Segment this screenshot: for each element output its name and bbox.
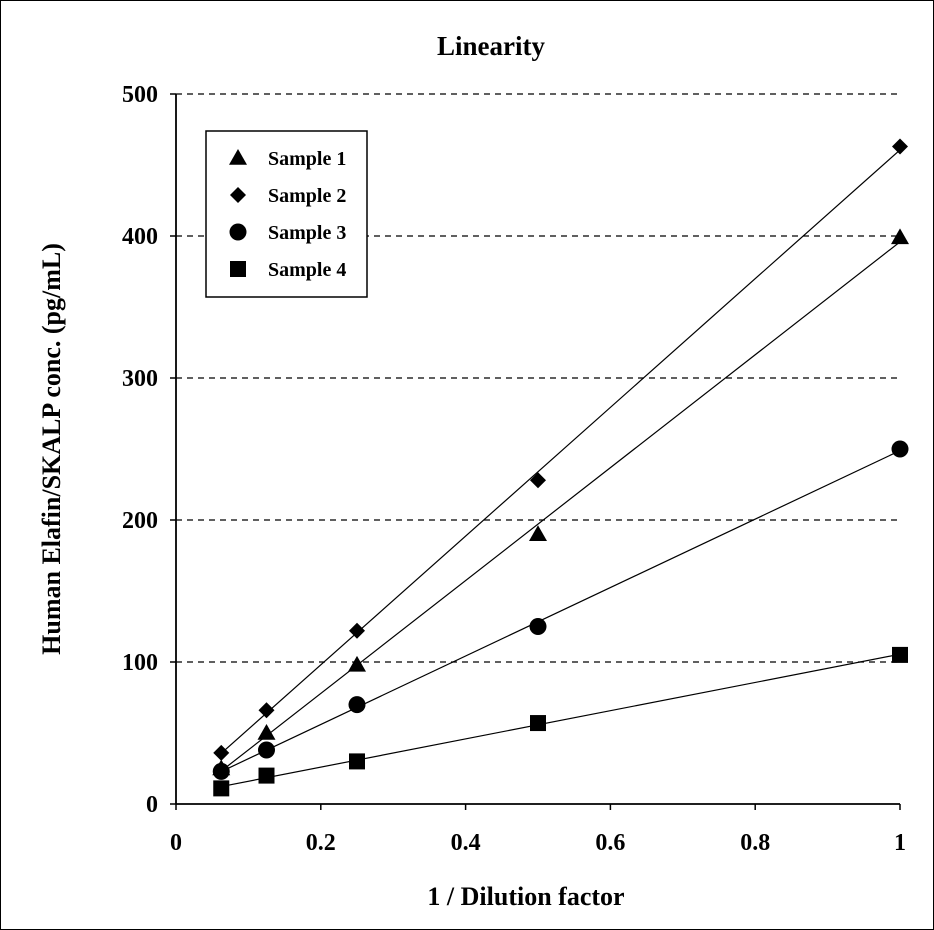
data-point-sample-4 <box>349 753 365 770</box>
y-tick-label: 400 <box>122 224 158 250</box>
legend-marker-1 <box>229 149 247 165</box>
data-point-sample-4 <box>258 767 275 784</box>
data-point-sample-1 <box>891 228 909 245</box>
data-point-sample-1 <box>529 525 547 541</box>
data-point-sample-4 <box>213 780 230 797</box>
data-point-sample-1 <box>348 655 366 672</box>
y-tick-label: 500 <box>122 82 158 108</box>
axes <box>170 93 901 810</box>
legend-label-1: Sample 1 <box>268 148 346 170</box>
data-point-sample-2 <box>213 744 230 761</box>
legend-marker-2 <box>230 187 246 203</box>
x-tick-label: 0.8 <box>740 830 770 856</box>
y-tick-label: 100 <box>122 650 158 676</box>
data-point-sample-3 <box>258 741 275 759</box>
y-tick-label: 200 <box>122 508 158 534</box>
data-point-sample-3 <box>891 440 909 458</box>
trend-line-1 <box>220 241 901 772</box>
trend-lines <box>220 149 901 788</box>
chart-title: Linearity <box>437 31 545 61</box>
data-point-sample-1 <box>257 724 276 740</box>
y-tick-label: 300 <box>122 366 158 392</box>
data-points <box>212 138 909 797</box>
trend-line-2 <box>220 149 901 754</box>
legend-label-3: Sample 3 <box>268 222 346 244</box>
data-point-sample-4 <box>530 715 546 732</box>
data-point-sample-2 <box>530 472 546 489</box>
legend-label-4: Sample 4 <box>268 259 346 281</box>
legend-marker-4 <box>230 261 246 277</box>
y-axis-label: Human Elafin/SKALP conc. (pg/mL) <box>37 243 66 655</box>
data-point-sample-3 <box>348 696 366 714</box>
legend-marker-3 <box>229 223 247 241</box>
trend-line-4 <box>221 653 901 788</box>
y-tick-labels: 0 100 200 300 400 500 <box>122 82 158 818</box>
x-tick-label: 1 <box>894 830 906 856</box>
x-tick-label: 0.2 <box>306 830 336 856</box>
x-tick-labels: 0 0.2 0.4 0.6 0.8 1 <box>170 830 906 856</box>
x-tick-label: 0.4 <box>451 830 481 856</box>
data-point-sample-3 <box>212 762 230 780</box>
data-point-sample-4 <box>892 646 908 663</box>
x-tick-label: 0.6 <box>595 830 625 856</box>
legend-label-2: Sample 2 <box>268 185 346 207</box>
data-point-sample-2 <box>892 138 908 155</box>
y-tick-label: 0 <box>146 792 158 818</box>
x-tick-label: 0 <box>170 830 182 856</box>
data-point-sample-2 <box>258 702 275 719</box>
legend: Sample 1 Sample 2 Sample 3 Sample 4 <box>205 130 368 298</box>
data-point-sample-2 <box>349 622 365 639</box>
data-point-sample-3 <box>529 618 547 635</box>
x-axis-label: 1 / Dilution factor <box>427 882 624 911</box>
trend-line-3 <box>220 450 901 773</box>
